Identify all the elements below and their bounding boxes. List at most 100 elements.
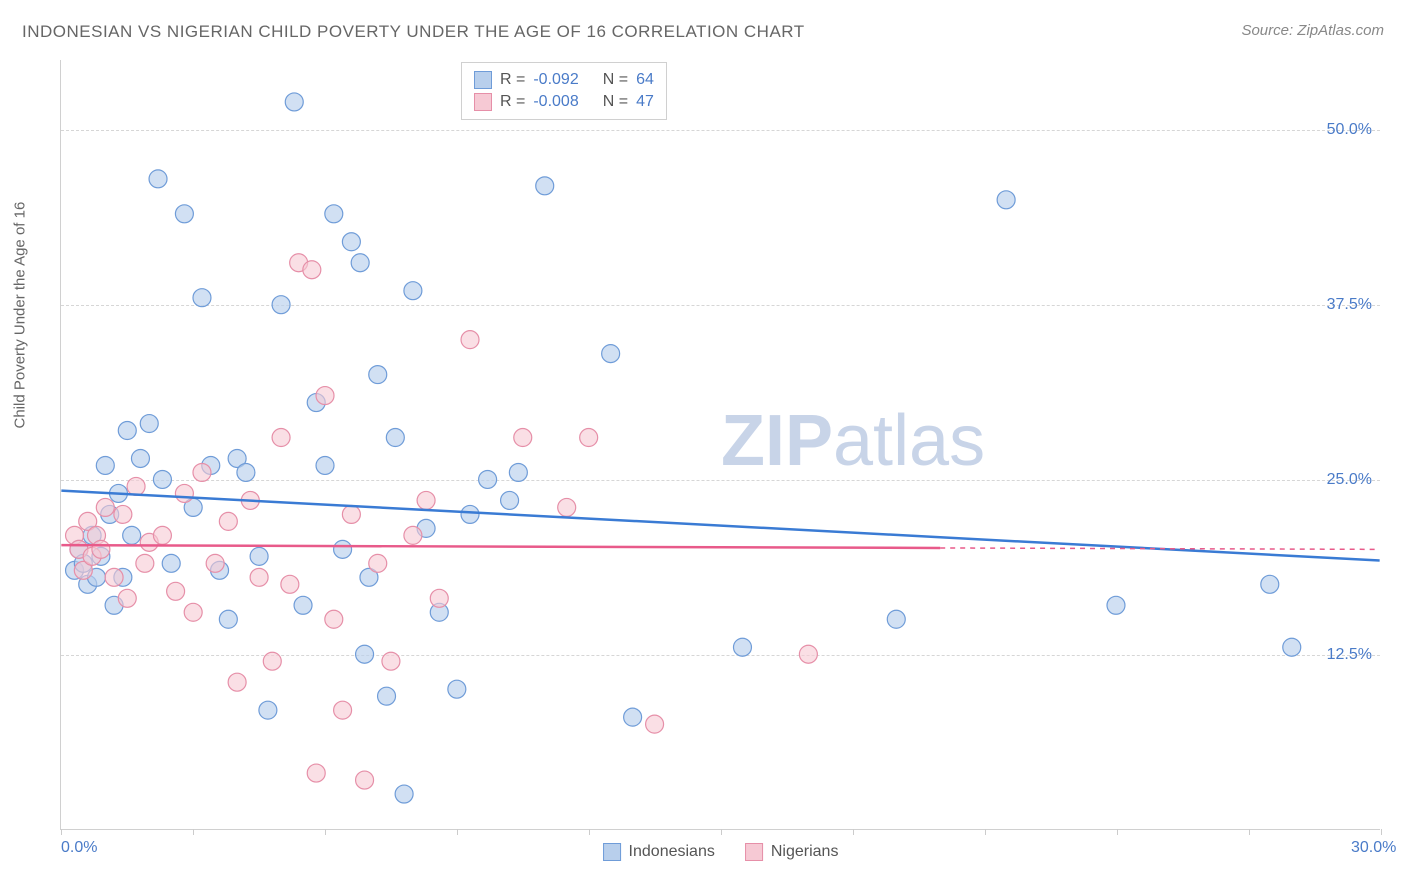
x-tick — [853, 829, 854, 835]
data-point-indonesians — [509, 463, 527, 481]
data-point-indonesians — [501, 491, 519, 509]
data-point-nigerians — [118, 589, 136, 607]
data-point-indonesians — [219, 610, 237, 628]
data-point-indonesians — [162, 554, 180, 572]
data-point-indonesians — [325, 205, 343, 223]
data-point-nigerians — [114, 505, 132, 523]
data-point-nigerians — [105, 568, 123, 586]
legend-swatch-pink-icon — [745, 843, 763, 861]
data-point-nigerians — [799, 645, 817, 663]
data-point-nigerians — [206, 554, 224, 572]
x-tick-label: 30.0% — [1351, 839, 1396, 857]
data-point-indonesians — [536, 177, 554, 195]
data-point-indonesians — [1261, 575, 1279, 593]
data-point-indonesians — [175, 205, 193, 223]
data-point-nigerians — [417, 491, 435, 509]
x-tick — [457, 829, 458, 835]
data-point-indonesians — [250, 547, 268, 565]
data-point-nigerians — [184, 603, 202, 621]
data-point-indonesians — [118, 422, 136, 440]
data-point-indonesians — [997, 191, 1015, 209]
data-point-nigerians — [228, 673, 246, 691]
data-point-indonesians — [131, 449, 149, 467]
data-point-nigerians — [167, 582, 185, 600]
x-tick — [589, 829, 590, 835]
x-tick-label: 0.0% — [61, 839, 97, 857]
data-point-nigerians — [382, 652, 400, 670]
data-point-indonesians — [316, 456, 334, 474]
data-point-nigerians — [303, 261, 321, 279]
legend-swatch-pink — [474, 93, 492, 111]
data-point-nigerians — [461, 331, 479, 349]
legend-series: Indonesians Nigerians — [603, 843, 839, 861]
data-point-nigerians — [430, 589, 448, 607]
chart-title: INDONESIAN VS NIGERIAN CHILD POVERTY UND… — [22, 22, 805, 42]
data-point-nigerians — [404, 526, 422, 544]
data-point-indonesians — [272, 296, 290, 314]
data-point-indonesians — [294, 596, 312, 614]
data-point-nigerians — [250, 568, 268, 586]
x-tick — [1117, 829, 1118, 835]
data-point-indonesians — [356, 645, 374, 663]
legend-correlation: R = -0.092 N = 64 R = -0.008 N = 47 — [461, 62, 667, 120]
data-point-indonesians — [395, 785, 413, 803]
chart-container: INDONESIAN VS NIGERIAN CHILD POVERTY UND… — [0, 0, 1406, 892]
x-tick — [61, 829, 62, 835]
data-point-nigerians — [646, 715, 664, 733]
legend-swatch-blue-icon — [603, 843, 621, 861]
data-point-nigerians — [334, 701, 352, 719]
data-point-indonesians — [386, 429, 404, 447]
x-tick — [1249, 829, 1250, 835]
plot-svg — [61, 60, 1380, 829]
data-point-nigerians — [316, 387, 334, 405]
data-point-indonesians — [887, 610, 905, 628]
data-point-indonesians — [285, 93, 303, 111]
x-tick — [985, 829, 986, 835]
data-point-indonesians — [1283, 638, 1301, 656]
data-point-nigerians — [307, 764, 325, 782]
legend-row-indonesians: R = -0.092 N = 64 — [474, 69, 654, 91]
data-point-nigerians — [175, 484, 193, 502]
data-point-indonesians — [404, 282, 422, 300]
data-point-nigerians — [369, 554, 387, 572]
data-point-indonesians — [193, 289, 211, 307]
data-point-nigerians — [127, 477, 145, 495]
data-point-indonesians — [342, 233, 360, 251]
data-point-nigerians — [558, 498, 576, 516]
data-point-nigerians — [281, 575, 299, 593]
data-point-nigerians — [325, 610, 343, 628]
data-point-indonesians — [1107, 596, 1125, 614]
data-point-nigerians — [92, 540, 110, 558]
data-point-indonesians — [259, 701, 277, 719]
legend-item-indonesians: Indonesians — [603, 843, 715, 861]
legend-swatch-blue — [474, 71, 492, 89]
data-point-nigerians — [219, 512, 237, 530]
data-point-nigerians — [356, 771, 374, 789]
data-point-indonesians — [479, 470, 497, 488]
x-tick — [1381, 829, 1382, 835]
data-point-indonesians — [237, 463, 255, 481]
data-point-nigerians — [153, 526, 171, 544]
data-point-nigerians — [263, 652, 281, 670]
x-tick — [325, 829, 326, 835]
data-point-indonesians — [334, 540, 352, 558]
data-point-indonesians — [624, 708, 642, 726]
data-point-nigerians — [580, 429, 598, 447]
legend-row-nigerians: R = -0.008 N = 47 — [474, 91, 654, 113]
data-point-nigerians — [514, 429, 532, 447]
data-point-indonesians — [369, 366, 387, 384]
data-point-nigerians — [193, 463, 211, 481]
data-point-indonesians — [351, 254, 369, 272]
x-tick — [193, 829, 194, 835]
data-point-indonesians — [378, 687, 396, 705]
x-tick — [721, 829, 722, 835]
data-point-indonesians — [733, 638, 751, 656]
data-point-indonesians — [149, 170, 167, 188]
plot-area: ZIPatlas R = -0.092 N = 64 R = -0.008 N … — [60, 60, 1380, 830]
data-point-nigerians — [272, 429, 290, 447]
data-point-indonesians — [602, 345, 620, 363]
data-point-indonesians — [448, 680, 466, 698]
trend-line — [61, 545, 940, 548]
data-point-nigerians — [342, 505, 360, 523]
data-point-indonesians — [153, 470, 171, 488]
